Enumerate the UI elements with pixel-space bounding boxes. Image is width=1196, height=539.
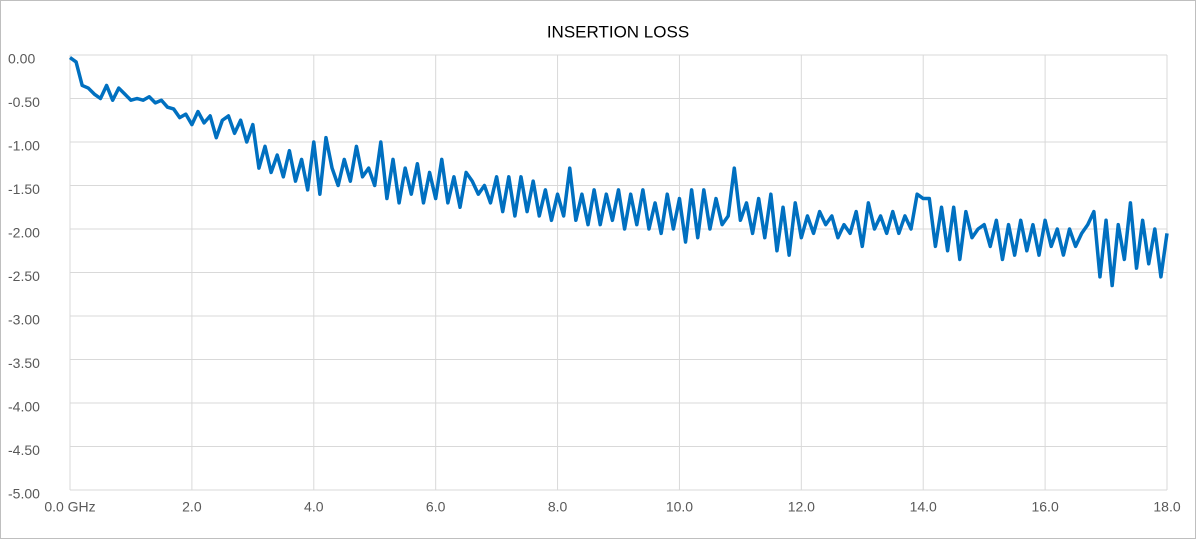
x-tick-label: 0.0 GHz xyxy=(44,499,95,515)
x-tick-label: 10.0 xyxy=(666,499,693,515)
x-tick-label: 12.0 xyxy=(788,499,815,515)
chart-title: INSERTION LOSS xyxy=(547,22,689,41)
y-tick-label: -5.00 xyxy=(8,486,40,502)
y-tick-label: -1.50 xyxy=(8,181,40,197)
x-tick-label: 16.0 xyxy=(1031,499,1058,515)
y-tick-label: -4.50 xyxy=(8,442,40,458)
y-tick-label: -3.50 xyxy=(8,355,40,371)
x-tick-label: 2.0 xyxy=(182,499,202,515)
data-line xyxy=(68,56,1169,288)
x-tick-label: 18.0 xyxy=(1153,499,1180,515)
y-tick-label: -2.50 xyxy=(8,268,40,284)
y-tick-label: -1.00 xyxy=(8,138,40,154)
x-tick-label: 14.0 xyxy=(910,499,937,515)
y-tick-label: -3.00 xyxy=(8,312,40,328)
x-tick-label: 8.0 xyxy=(548,499,568,515)
x-tick-label: 4.0 xyxy=(304,499,324,515)
y-tick-label: 0.00 xyxy=(8,51,35,67)
y-tick-label: -0.50 xyxy=(8,94,40,110)
y-tick-label: -2.00 xyxy=(8,225,40,241)
x-tick-label: 6.0 xyxy=(426,499,446,515)
y-tick-label: -4.00 xyxy=(8,399,40,415)
